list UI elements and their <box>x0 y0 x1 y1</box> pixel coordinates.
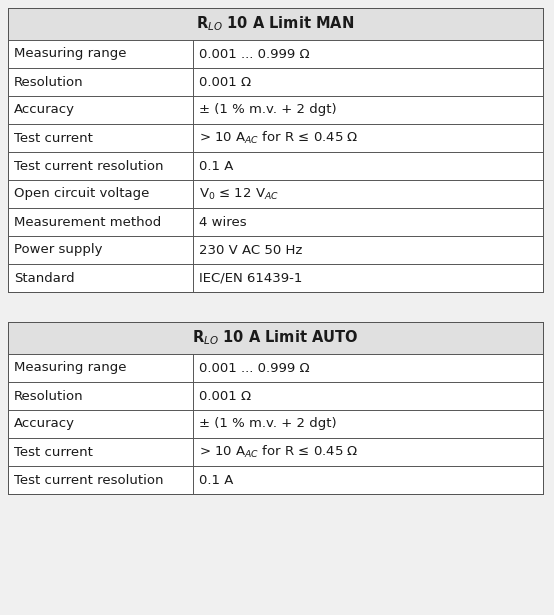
Text: 0.001 ... 0.999 Ω: 0.001 ... 0.999 Ω <box>199 362 310 375</box>
Text: IEC/EN 61439-1: IEC/EN 61439-1 <box>199 271 302 285</box>
Bar <box>8 236 543 264</box>
Text: 4 wires: 4 wires <box>199 215 247 229</box>
Bar <box>8 410 543 438</box>
Bar <box>8 438 543 466</box>
Bar <box>8 96 543 124</box>
Bar <box>8 354 543 382</box>
Bar <box>8 8 543 40</box>
Text: > 10 A$_{{AC}}$ for R ≤ 0.45 Ω: > 10 A$_{{AC}}$ for R ≤ 0.45 Ω <box>199 130 358 146</box>
Bar <box>8 40 543 68</box>
Text: Measurement method: Measurement method <box>14 215 161 229</box>
Bar <box>8 322 543 494</box>
Text: Power supply: Power supply <box>14 244 102 256</box>
Bar <box>8 8 543 292</box>
Bar <box>8 180 543 208</box>
Text: R$_{{LO}}$ 10 A Limit AUTO: R$_{{LO}}$ 10 A Limit AUTO <box>192 328 358 347</box>
Bar <box>8 124 543 152</box>
Text: 0.1 A: 0.1 A <box>199 159 233 172</box>
Text: V$_{{0}}$ ≤ 12 V$_{{AC}}$: V$_{{0}}$ ≤ 12 V$_{{AC}}$ <box>199 186 279 202</box>
Bar <box>8 322 543 354</box>
Text: Standard: Standard <box>14 271 75 285</box>
Text: Resolution: Resolution <box>14 389 84 402</box>
Text: Measuring range: Measuring range <box>14 362 126 375</box>
Text: ± (1 % m.v. + 2 dgt): ± (1 % m.v. + 2 dgt) <box>199 418 337 430</box>
Bar <box>8 466 543 494</box>
Text: 0.1 A: 0.1 A <box>199 474 233 486</box>
Text: 0.001 Ω: 0.001 Ω <box>199 389 251 402</box>
Text: Open circuit voltage: Open circuit voltage <box>14 188 150 200</box>
Text: > 10 A$_{{AC}}$ for R ≤ 0.45 Ω: > 10 A$_{{AC}}$ for R ≤ 0.45 Ω <box>199 444 358 460</box>
Text: 0.001 Ω: 0.001 Ω <box>199 76 251 89</box>
Text: Test current: Test current <box>14 445 93 459</box>
Text: Test current resolution: Test current resolution <box>14 159 163 172</box>
Bar <box>8 208 543 236</box>
Text: 0.001 ... 0.999 Ω: 0.001 ... 0.999 Ω <box>199 47 310 60</box>
Text: 230 V AC 50 Hz: 230 V AC 50 Hz <box>199 244 302 256</box>
Text: R$_{{LO}}$ 10 A Limit MAN: R$_{{LO}}$ 10 A Limit MAN <box>197 15 355 33</box>
Text: Test current: Test current <box>14 132 93 145</box>
Text: Resolution: Resolution <box>14 76 84 89</box>
Text: ± (1 % m.v. + 2 dgt): ± (1 % m.v. + 2 dgt) <box>199 103 337 116</box>
Text: Accuracy: Accuracy <box>14 418 75 430</box>
Bar <box>8 152 543 180</box>
Bar <box>8 68 543 96</box>
Text: Accuracy: Accuracy <box>14 103 75 116</box>
Text: Test current resolution: Test current resolution <box>14 474 163 486</box>
Bar <box>8 382 543 410</box>
Text: Measuring range: Measuring range <box>14 47 126 60</box>
Bar <box>8 264 543 292</box>
